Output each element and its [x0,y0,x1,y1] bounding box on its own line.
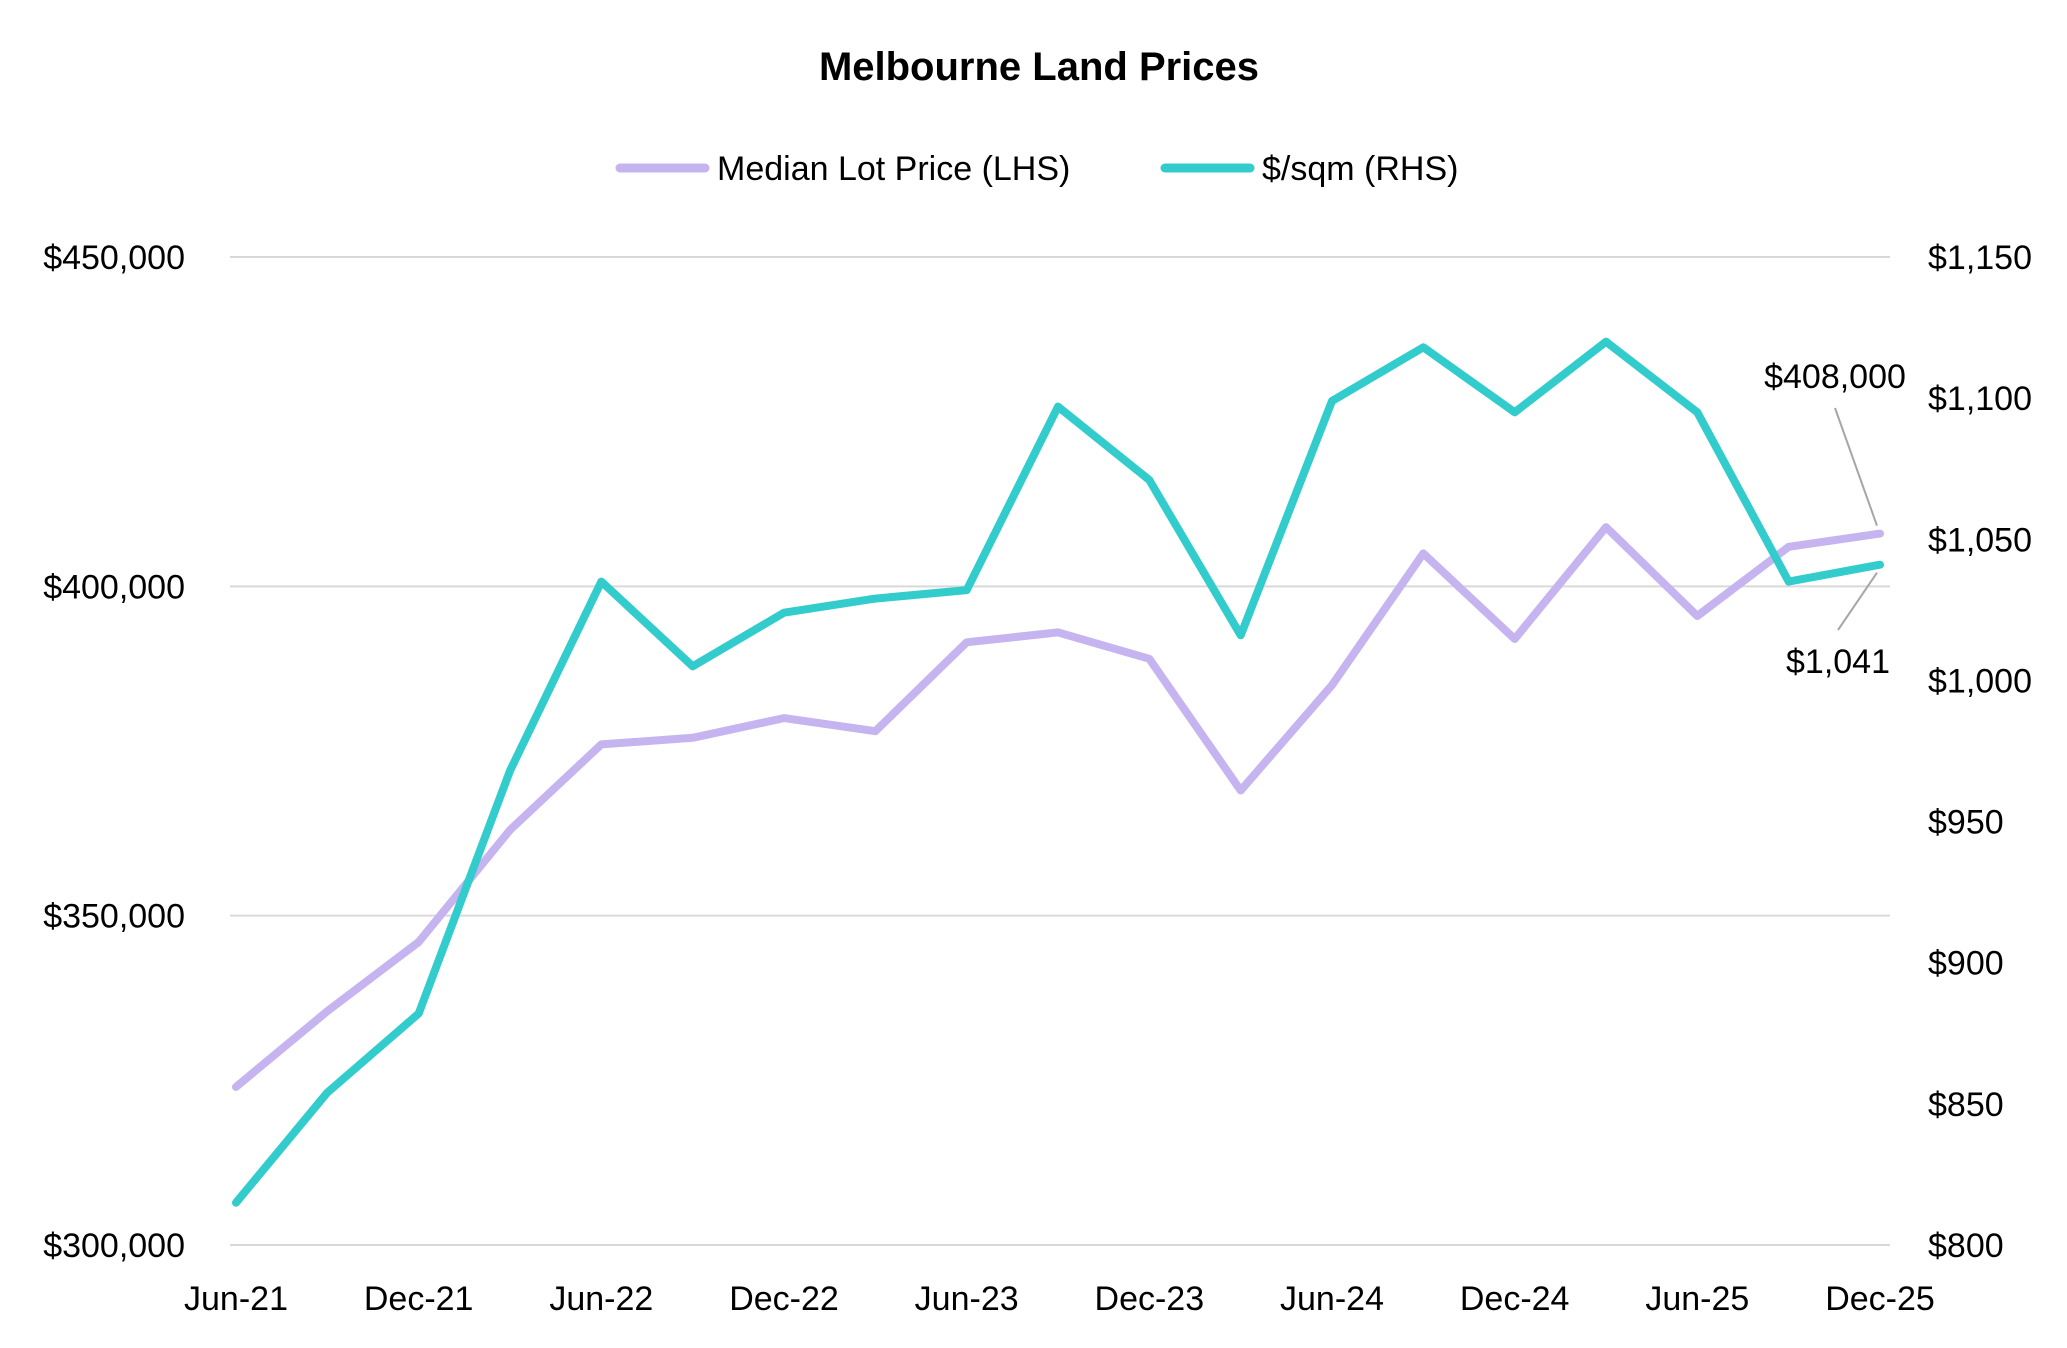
right-axis: $800 $850 $900 $950 $1,000 $1,050 $1,100 $1,150 [1928,239,2032,1265]
data-label: $1,041 [1786,643,1890,681]
right-tick-label: $1,000 [1928,662,2032,700]
x-tick-label: Dec-23 [1095,1280,1205,1318]
x-tick-label: Dec-22 [729,1280,839,1318]
legend-label: $/sqm (RHS) [1262,150,1458,188]
left-tick-label: $350,000 [43,898,185,936]
x-tick-label: Jun-24 [1280,1280,1384,1318]
annotation-leader-line [1834,407,1878,526]
right-tick-label: $850 [1928,1086,2004,1124]
chart-title: Melbourne Land Prices [819,45,1259,89]
annotations: $408,000 $1,041 [1764,358,1906,681]
right-tick-label: $950 [1928,804,2004,842]
left-tick-label: $450,000 [43,239,185,277]
legend-label: Median Lot Price (LHS) [717,150,1070,188]
legend-item: $/sqm (RHS) [1160,150,1458,188]
x-tick-label: Jun-23 [915,1280,1019,1318]
x-tick-label: Dec-24 [1460,1280,1570,1318]
right-tick-label: $900 [1928,945,2004,983]
left-tick-label: $300,000 [43,1227,185,1265]
left-tick-label: $400,000 [43,568,185,606]
x-axis: Jun-21 Dec-21 Jun-22 Dec-22 Jun-23 Dec-23 Jun-… [184,1280,1935,1318]
right-tick-label: $1,050 [1928,521,2032,559]
x-tick-label: Jun-21 [184,1280,288,1318]
right-tick-label: $800 [1928,1227,2004,1265]
legend: Median Lot Price (LHS) $/sqm (RHS) [615,150,1458,188]
legend-item: Median Lot Price (LHS) [615,150,1070,188]
gridlines [230,256,1890,1246]
right-tick-label: $1,100 [1928,380,2032,418]
x-tick-label: Jun-22 [549,1280,653,1318]
annotation-leader-line [1837,572,1878,631]
series-line-price-per-sqm [232,337,1884,1207]
right-tick-label: $1,150 [1928,239,2032,277]
left-axis: $300,000 $350,000 $400,000 $450,000 [43,239,185,1265]
x-tick-label: Dec-25 [1825,1280,1935,1318]
x-tick-label: Jun-25 [1645,1280,1749,1318]
series-group [232,337,1884,1207]
data-label: $408,000 [1764,358,1906,396]
x-tick-label: Dec-21 [364,1280,474,1318]
series-line-median-lot-price [232,523,1884,1091]
